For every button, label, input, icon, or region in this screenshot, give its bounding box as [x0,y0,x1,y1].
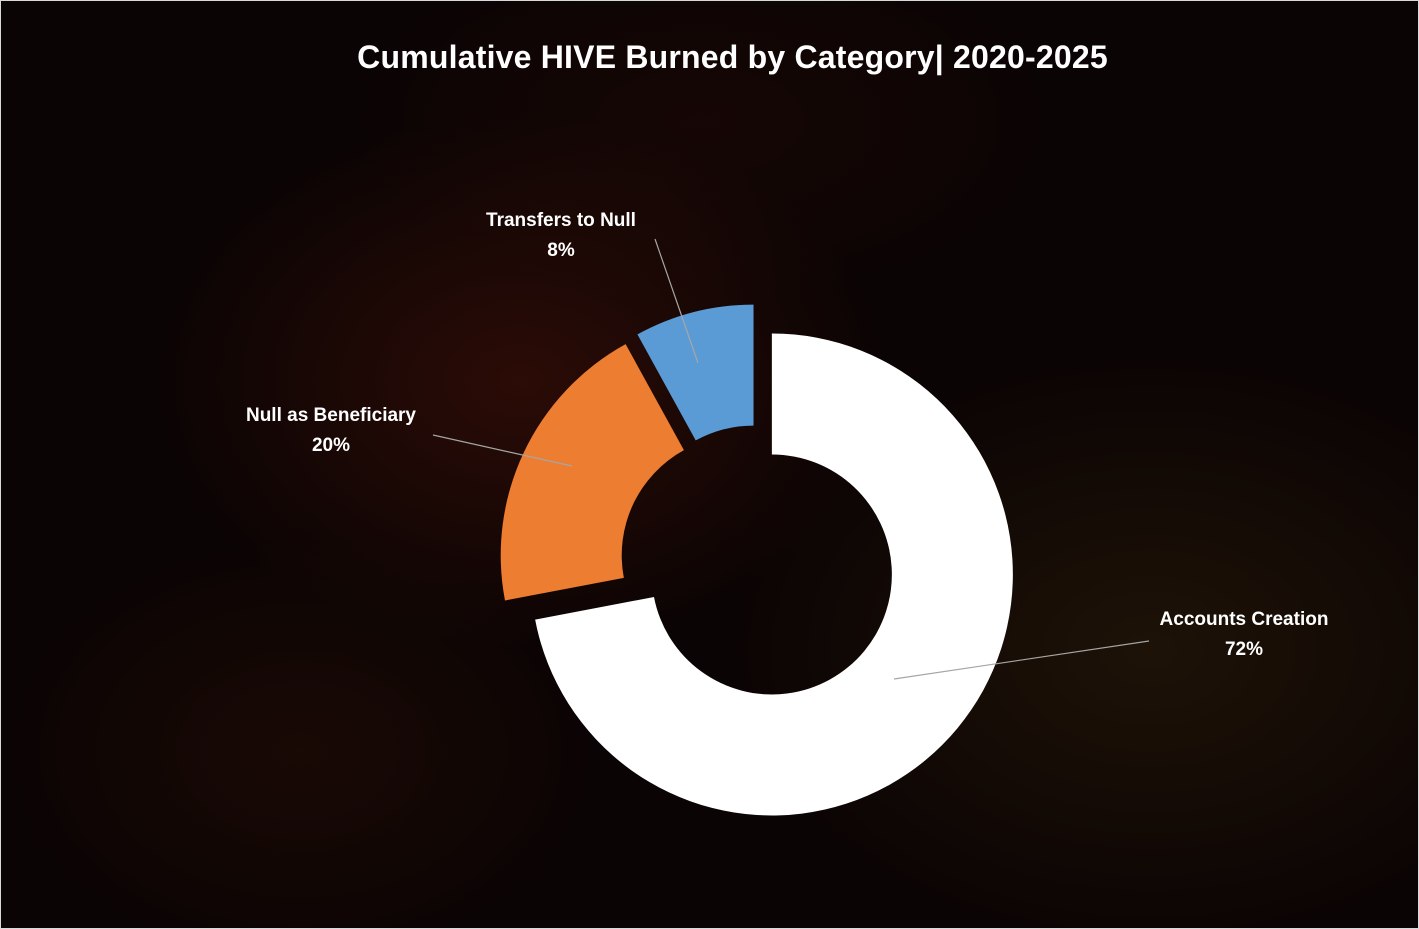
slices-group [500,304,1013,816]
leader-line-null-as-beneficiary [432,434,573,467]
slice-accounts-creation [535,333,1013,816]
data-label-value-transfers-to-null: 8% [547,240,575,261]
labels-group: Accounts Creation 72% Null as Beneficiary 2… [246,210,1328,660]
data-label-value-null-as-beneficiary: 20% [312,435,350,456]
slice-null-as-beneficiary [500,344,684,601]
data-label-category-accounts-creation: Accounts Creation [1160,609,1329,630]
leader-line-accounts-creation [893,640,1150,680]
slice-transfers-to-null [637,304,754,441]
leader-line-transfers-to-null [654,238,699,364]
data-label-value-accounts-creation: 72% [1225,639,1263,660]
leader-lines-group [432,238,1150,680]
chart-title: Cumulative HIVE Burned by Category| 2020… [357,39,1108,75]
data-label-category-transfers-to-null: Transfers to Null [486,210,636,231]
data-label-category-null-as-beneficiary: Null as Beneficiary [246,405,416,426]
